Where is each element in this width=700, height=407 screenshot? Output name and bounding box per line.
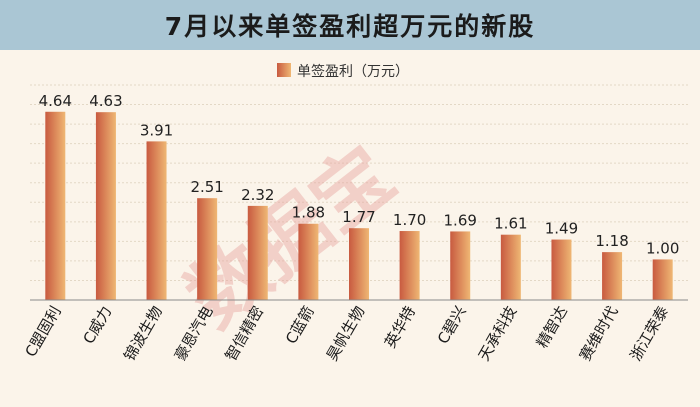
legend: 单签盈利（万元） [277,63,409,80]
bar-6 [349,228,369,300]
bar-11 [602,252,623,300]
category-label-11: 赛维时代 [576,303,622,364]
legend-swatch [277,63,291,77]
title-bar: 7月以来单签盈利超万元的新股 [0,0,700,50]
category-label-3: 豪恩汽电 [171,303,217,364]
value-label-8: 1.69 [444,211,477,229]
bar-1 [95,112,116,300]
bar-12 [652,259,673,300]
chart-title: 7月以来单签盈利超万元的新股 [164,12,536,41]
category-label-10: 精智达 [533,303,571,351]
value-label-3: 2.51 [190,178,223,196]
bar-2 [146,141,167,300]
category-label-6: 昊帆生物 [323,303,369,364]
value-label-12: 1.00 [646,239,679,257]
legend-label: 单签盈利（万元） [297,63,409,80]
value-label-2: 3.91 [140,121,173,139]
category-label-8: C碧兴 [434,303,470,347]
bar-0 [45,111,66,300]
value-label-5: 1.88 [292,204,325,222]
bars [45,111,673,300]
bar-5 [298,223,319,300]
value-label-10: 1.49 [545,220,578,238]
value-label-0: 4.64 [39,92,72,110]
value-label-4: 2.32 [241,186,274,204]
category-label-0: C盟固利 [21,303,64,360]
category-label-1: C威力 [80,303,116,347]
category-label-2: 锦波生物 [120,303,166,364]
bar-8 [450,231,471,300]
bar-9 [500,234,521,300]
bar-4 [247,205,268,300]
value-label-1: 4.63 [89,92,122,110]
value-label-6: 1.77 [342,208,375,226]
category-label-12: 浙江荣泰 [627,303,673,364]
bar-7 [399,231,420,300]
bar-10 [551,239,572,300]
gridlines [30,84,688,301]
category-label-5: C蓝箭 [282,303,318,347]
value-label-9: 1.61 [494,215,527,233]
value-label-11: 1.18 [595,232,628,250]
category-label-9: 天承科技 [475,303,521,364]
value-label-7: 1.70 [393,211,426,229]
category-labels: C盟固利 C威力 锦波生物 豪恩汽电 智信精密 C蓝箭 昊帆生物 英华特 C碧兴 天承科技 精智达赛… [21,303,672,364]
bar-3 [197,198,218,300]
value-labels: 4.64 4.63 3.91 2.51 2.32 1.88 1.77 1.70 1.69 1.61… [39,92,680,258]
category-label-7: 英华特 [381,303,419,351]
